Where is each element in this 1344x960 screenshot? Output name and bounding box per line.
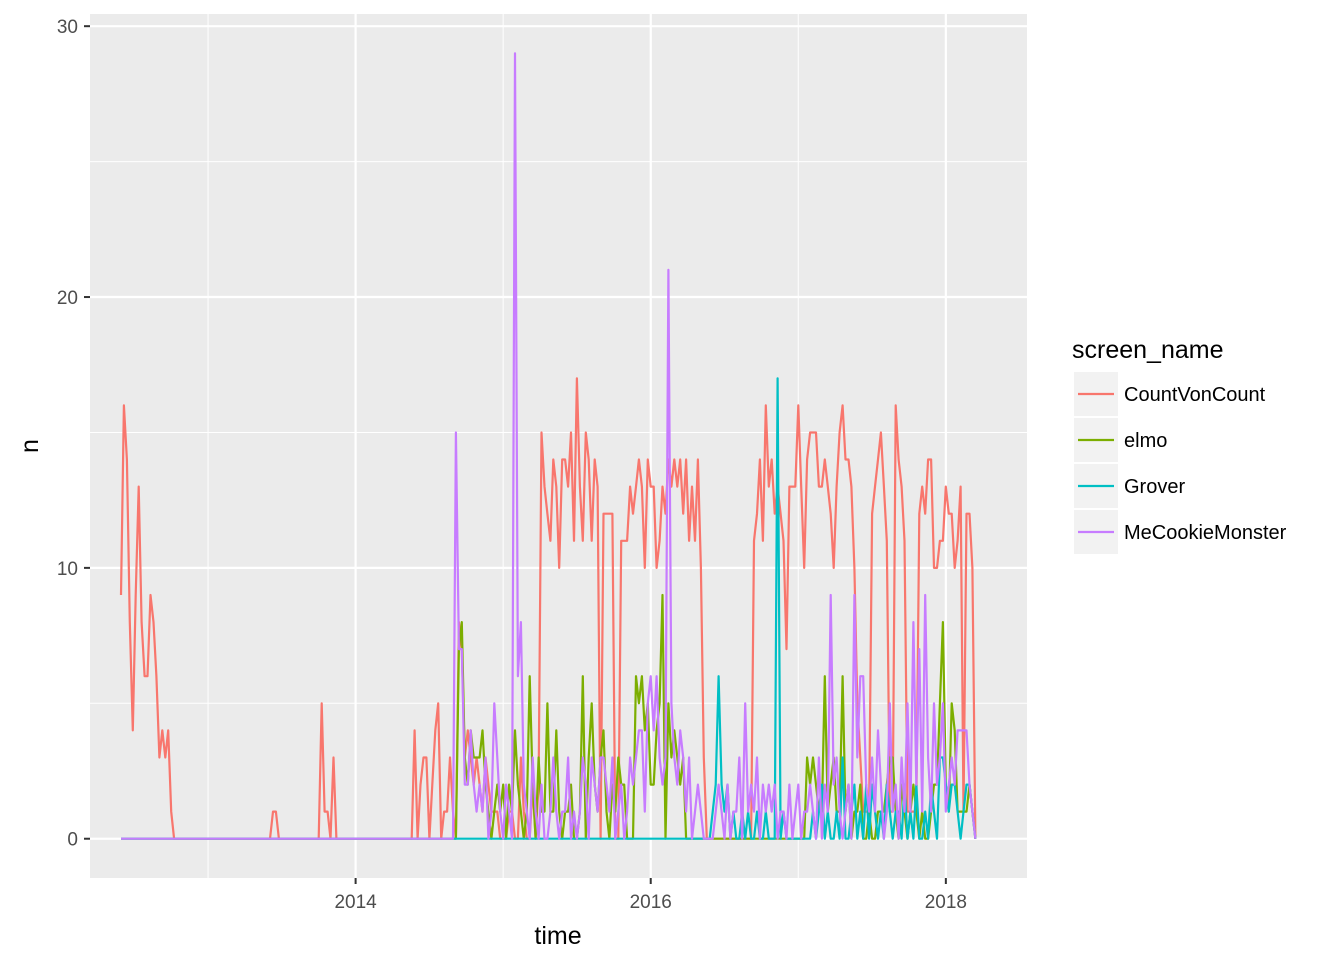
- legend-item-elmo: elmo: [1074, 418, 1167, 462]
- x-axis: 2014 2016 2018: [334, 878, 967, 913]
- legend-item-Grover: Grover: [1074, 464, 1185, 508]
- y-tick-label: 30: [57, 17, 78, 38]
- y-axis-title: n: [16, 439, 44, 453]
- legend-label: elmo: [1124, 430, 1167, 452]
- series-lines: [119, 52, 977, 840]
- legend-label: CountVonCount: [1124, 384, 1266, 406]
- legend-items: CountVonCount elmo Grover MeCookieMonster: [1074, 372, 1287, 554]
- series-line-MeCookieMonster: [121, 52, 977, 840]
- y-tick-label: 20: [57, 288, 78, 309]
- legend-label: MeCookieMonster: [1124, 522, 1287, 544]
- y-axis: 0 10 20 30: [57, 17, 90, 851]
- legend-label: Grover: [1124, 476, 1185, 498]
- x-tick-label: 2014: [334, 892, 377, 913]
- x-tick-label: 2016: [630, 892, 672, 913]
- legend-title: screen_name: [1072, 336, 1223, 364]
- x-tick-label: 2018: [925, 892, 967, 913]
- legend: screen_name CountVonCount elmo Grover MeCoo…: [1072, 336, 1287, 554]
- minor-gridlines: [90, 14, 1027, 878]
- y-tick-label: 0: [67, 830, 78, 851]
- y-tick-label: 10: [57, 559, 78, 580]
- legend-item-CountVonCount: CountVonCount: [1074, 372, 1266, 416]
- panel-background: [90, 14, 1027, 878]
- x-axis-title: time: [534, 922, 581, 950]
- legend-item-MeCookieMonster: MeCookieMonster: [1074, 510, 1287, 554]
